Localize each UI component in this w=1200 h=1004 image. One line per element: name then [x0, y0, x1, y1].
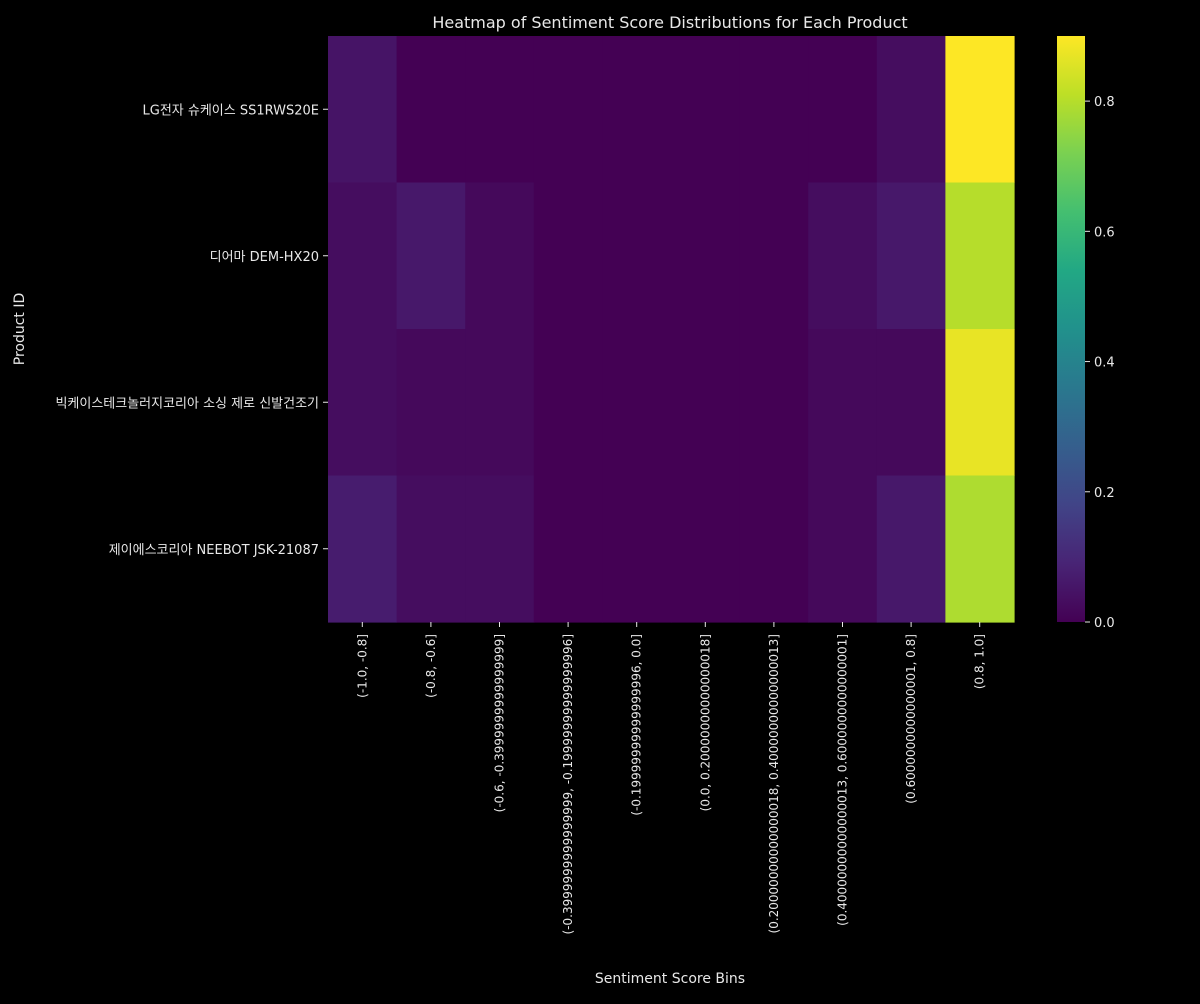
colorbar-tick-label: 0.6 — [1094, 225, 1115, 240]
colorbar-tick-label: 0.4 — [1094, 356, 1115, 371]
heatmap-cell — [602, 36, 672, 184]
x-tick-label: (0.8, 1.0] — [973, 634, 987, 689]
heatmap-cell — [602, 475, 672, 623]
heatmap-cell — [465, 182, 535, 330]
heatmap-cell — [533, 329, 603, 477]
x-tick-label: (0.0, 0.20000000000000018] — [698, 634, 712, 811]
heatmap-cell — [602, 182, 672, 330]
heatmap-cell — [876, 329, 946, 477]
x-tick-label: (-0.3999999999999999, -0.199999999999999… — [561, 634, 575, 935]
heatmap-cell — [945, 182, 1015, 330]
heatmap-cell — [808, 475, 878, 623]
heatmap-cell — [671, 36, 741, 184]
y-axis: LG전자 슈케이스 SS1RWS20E 디어마 DEM-HX20 빅케이스테크놀러지… — [55, 103, 328, 558]
heatmap-cell — [808, 329, 878, 477]
heatmap-cell — [465, 475, 535, 623]
y-tick-label: LG전자 슈케이스 SS1RWS20E — [143, 103, 319, 118]
heatmap-cells — [328, 36, 1015, 623]
x-tick-label: (-0.6, -0.3999999999999999] — [493, 634, 507, 812]
x-tick-label: (-0.19999999999999996, 0.0] — [630, 634, 644, 816]
heatmap-cell — [328, 36, 398, 184]
heatmap-cell — [876, 182, 946, 330]
heatmap-cell — [328, 329, 398, 477]
heatmap-cell — [396, 36, 466, 184]
heatmap-cell — [465, 329, 535, 477]
heatmap-cell — [396, 475, 466, 623]
heatmap-cell — [396, 329, 466, 477]
heatmap-cell — [876, 475, 946, 623]
heatmap-cell — [328, 475, 398, 623]
heatmap-cell — [739, 36, 809, 184]
heatmap-cell — [328, 182, 398, 330]
chart-title: Heatmap of Sentiment Score Distributions… — [432, 13, 907, 32]
y-axis-label: Product ID — [12, 293, 28, 366]
heatmap-cell — [671, 182, 741, 330]
colorbar-tick-label: 0.0 — [1094, 616, 1115, 631]
heatmap-cell — [876, 36, 946, 184]
heatmap-cell — [533, 182, 603, 330]
x-tick-label: (-1.0, -0.8] — [355, 634, 369, 698]
x-tick-label: (0.20000000000000018, 0.4000000000000001… — [767, 634, 781, 933]
heatmap-cell — [739, 182, 809, 330]
heatmap-cell — [808, 182, 878, 330]
heatmap-cell — [602, 329, 672, 477]
x-axis: (-1.0, -0.8] (-0.8, -0.6] (-0.6, -0.399999… — [355, 622, 987, 935]
heatmap-cell — [945, 36, 1015, 184]
heatmap-cell — [945, 475, 1015, 623]
colorbar-tick-label: 0.2 — [1094, 486, 1115, 501]
x-tick-label: (-0.8, -0.6] — [424, 634, 438, 698]
heatmap-cell — [945, 329, 1015, 477]
heatmap-cell — [465, 36, 535, 184]
x-axis-label: Sentiment Score Bins — [595, 971, 745, 987]
heatmap-cell — [739, 329, 809, 477]
colorbar-tick-label: 0.8 — [1094, 95, 1115, 110]
colorbar-gradient — [1057, 36, 1085, 622]
heatmap-cell — [671, 475, 741, 623]
heatmap-cell — [739, 475, 809, 623]
heatmap-cell — [533, 36, 603, 184]
heatmap-cell — [396, 182, 466, 330]
x-tick-label: (0.40000000000000013, 0.6000000000000001… — [836, 634, 850, 926]
heatmap-cell — [533, 475, 603, 623]
y-tick-label: 제이에스코리아 NEEBOT JSK-21087 — [109, 543, 319, 558]
heatmap-cell — [671, 329, 741, 477]
colorbar: 0.0 0.2 0.4 0.6 0.8 — [1057, 36, 1115, 631]
y-tick-label: 빅케이스테크놀러지코리아 소싱 제로 신발건조기 — [55, 396, 319, 411]
y-tick-label: 디어마 DEM-HX20 — [210, 250, 319, 265]
heatmap-cell — [808, 36, 878, 184]
x-tick-label: (0.6000000000000001, 0.8] — [904, 634, 918, 804]
